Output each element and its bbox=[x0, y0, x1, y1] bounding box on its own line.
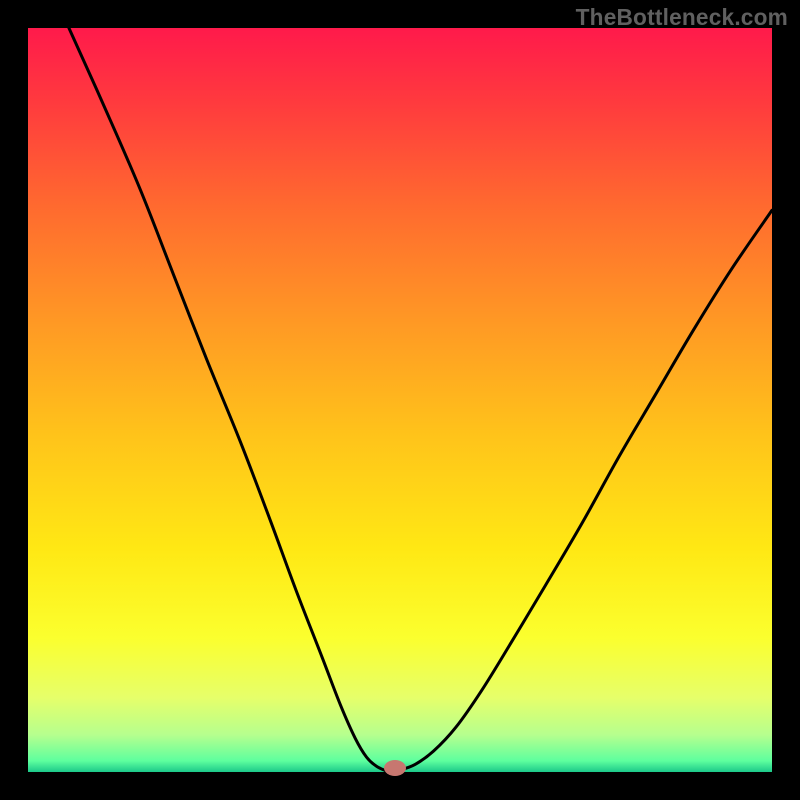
optimum-marker bbox=[384, 760, 406, 776]
curve-path bbox=[69, 28, 772, 771]
bottleneck-curve bbox=[28, 28, 772, 772]
watermark-text: TheBottleneck.com bbox=[576, 4, 788, 31]
chart-frame: TheBottleneck.com bbox=[0, 0, 800, 800]
plot-area bbox=[28, 28, 772, 772]
